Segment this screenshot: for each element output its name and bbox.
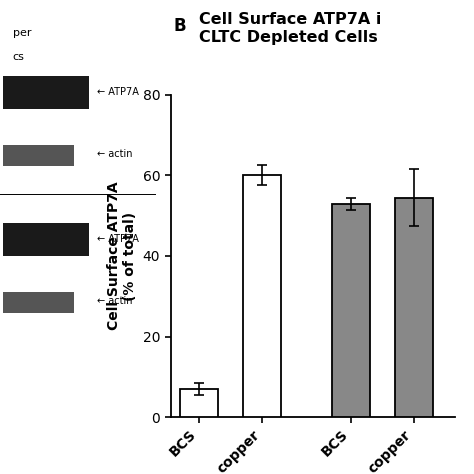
Text: ← ATP7A: ← ATP7A bbox=[97, 234, 139, 245]
Text: Cell Surface ATP7A i
CLTC Depleted Cells: Cell Surface ATP7A i CLTC Depleted Cells bbox=[199, 12, 382, 45]
Text: ← ATP7A: ← ATP7A bbox=[97, 87, 139, 98]
Bar bbox=[395, 198, 433, 417]
Bar bbox=[243, 175, 281, 417]
Bar bbox=[332, 204, 370, 417]
Bar bbox=[3, 292, 73, 313]
Text: cs: cs bbox=[12, 52, 24, 62]
Y-axis label: Cell Surface ATP7A
(% of total): Cell Surface ATP7A (% of total) bbox=[107, 182, 137, 330]
Bar bbox=[3, 145, 73, 166]
Bar bbox=[3, 223, 89, 256]
Bar bbox=[3, 76, 89, 109]
Text: ← actin: ← actin bbox=[97, 149, 132, 159]
Text: per: per bbox=[12, 28, 31, 38]
Text: B: B bbox=[173, 17, 186, 35]
Text: ← actin: ← actin bbox=[97, 296, 132, 306]
Bar bbox=[180, 389, 218, 417]
